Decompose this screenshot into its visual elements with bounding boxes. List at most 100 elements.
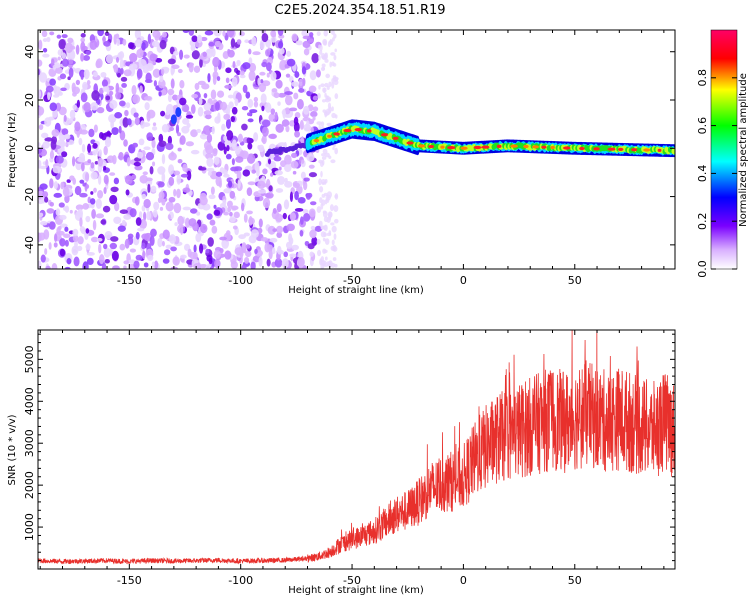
noise-fringe <box>334 147 339 155</box>
ridge-green <box>671 148 675 155</box>
noise-blob <box>200 36 208 42</box>
noise-blob <box>119 58 124 70</box>
noise-blob <box>206 213 213 220</box>
noise-blob <box>192 222 199 232</box>
noise-blob <box>246 137 251 144</box>
noise-fringe <box>326 122 332 127</box>
noise-blob <box>180 225 184 236</box>
noise-blob <box>177 158 183 164</box>
noise-blob <box>226 130 234 141</box>
noise-blob <box>119 130 126 141</box>
noise-blob <box>142 250 146 260</box>
noise-blob <box>95 198 102 209</box>
noise-blob <box>47 116 55 121</box>
noise-blob <box>159 75 164 83</box>
noise-blob <box>308 208 316 218</box>
noise-blob <box>51 129 60 137</box>
noise-blob <box>253 96 259 103</box>
noise-blob <box>87 143 92 153</box>
noise-blob <box>64 266 71 269</box>
noise-blob <box>83 69 90 80</box>
noise-blob <box>141 193 147 200</box>
noise-blob <box>64 194 70 204</box>
noise-blob <box>297 197 306 204</box>
noise-fringe <box>326 261 332 265</box>
noise-blob <box>268 249 273 260</box>
noise-blob <box>285 73 291 78</box>
noise-fringe <box>322 109 327 113</box>
noise-blob <box>77 157 86 163</box>
noise-blob <box>133 112 139 118</box>
noise-blob <box>91 209 96 219</box>
noise-blob <box>64 205 70 213</box>
noise-blob <box>198 243 204 254</box>
noise-blob <box>212 74 217 86</box>
noise-blob <box>250 229 259 239</box>
noise-blob <box>259 71 266 76</box>
noise-blob <box>306 153 315 162</box>
noise-blob <box>103 165 107 171</box>
noise-blob <box>282 108 287 120</box>
noise-fringe <box>321 99 326 103</box>
noise-blob <box>204 30 214 36</box>
noise-blob <box>210 186 215 195</box>
noise-blob <box>248 70 256 81</box>
noise-blob <box>108 114 117 123</box>
noise-blob <box>48 242 52 250</box>
noise-blob <box>97 157 104 167</box>
noise-blob <box>77 208 83 218</box>
noise-blob <box>196 211 201 216</box>
noise-blob <box>211 225 218 234</box>
noise-blob <box>288 233 293 243</box>
noise-blob <box>294 71 300 79</box>
noise-blob <box>180 254 187 259</box>
noise-blob <box>55 102 62 112</box>
noise-fringe <box>330 52 336 56</box>
noise-blob <box>109 172 116 176</box>
noise-blob <box>227 200 233 208</box>
noise-blob <box>85 50 91 56</box>
noise-blob <box>98 132 104 139</box>
noise-blob <box>227 206 232 213</box>
noise-blob <box>139 85 143 94</box>
noise-blob <box>310 201 317 206</box>
noise-fringe <box>321 156 327 160</box>
noise-blob <box>121 219 126 226</box>
noise-blob <box>293 92 299 100</box>
noise-blob <box>151 261 155 268</box>
noise-blob <box>282 212 287 220</box>
noise-blob <box>303 105 310 115</box>
ridge-hotspot <box>380 133 389 137</box>
noise-blob <box>167 93 172 103</box>
noise-fringe <box>317 93 321 99</box>
noise-blob <box>43 229 50 240</box>
noise-blob <box>62 186 70 197</box>
noise-blob <box>89 198 96 205</box>
noise-blob <box>101 79 108 88</box>
noise-blob <box>82 81 88 91</box>
noise-blob <box>38 59 43 67</box>
noise-blob <box>309 70 317 81</box>
noise-blob <box>64 42 74 54</box>
noise-blob <box>153 201 160 211</box>
noise-blob <box>208 41 215 47</box>
noise-blob <box>184 217 191 228</box>
snr-line-series <box>38 330 675 565</box>
noise-blob <box>262 168 268 175</box>
ridge-hotspot <box>327 134 333 138</box>
noise-blob <box>283 199 290 210</box>
noise-fringe <box>331 239 335 246</box>
x-tick-label: -100 <box>228 574 253 587</box>
noise-blob <box>134 117 140 126</box>
noise-blob <box>276 225 284 234</box>
noise-blob <box>159 206 164 211</box>
noise-blob <box>105 95 111 101</box>
noise-blob <box>190 149 200 155</box>
ridge-hotspot <box>481 145 490 149</box>
noise-blob <box>59 238 66 247</box>
noise-blob <box>56 34 62 39</box>
noise-blob <box>71 86 81 95</box>
noise-fringe <box>331 106 334 112</box>
noise-blob <box>49 31 55 36</box>
noise-blob <box>172 256 180 266</box>
